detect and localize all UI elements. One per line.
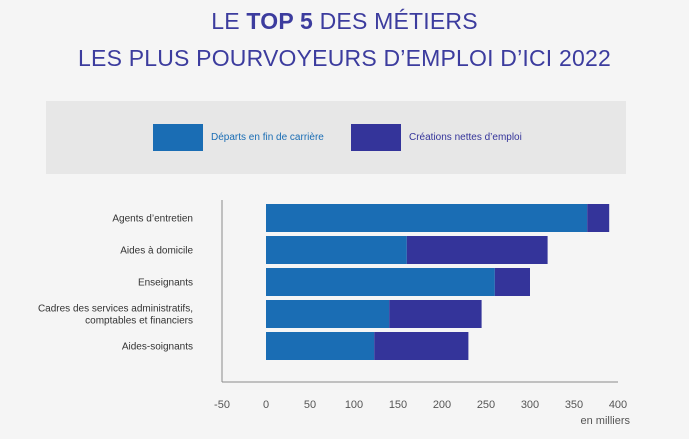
bar-departs-0 bbox=[266, 204, 588, 232]
x-axis-unit-label: en milliers bbox=[580, 415, 630, 427]
category-label-1: Aides à domicile bbox=[120, 246, 193, 257]
category-label-4: Aides-soignants bbox=[122, 342, 193, 353]
legend-label-creations: Créations nettes d’emploi bbox=[409, 132, 522, 143]
title-bold: TOP 5 bbox=[246, 8, 314, 34]
bar-departs-4 bbox=[266, 332, 375, 360]
legend-swatch-creations bbox=[351, 124, 401, 151]
x-tick-label: 350 bbox=[565, 399, 583, 411]
x-tick-label: 250 bbox=[477, 399, 495, 411]
legend-swatch-departs bbox=[153, 124, 203, 151]
legend-label-departs: Départs en fin de carrière bbox=[211, 132, 324, 143]
bar-departs-2 bbox=[266, 268, 495, 296]
title-suffix: DES MÉTIERS bbox=[313, 8, 478, 34]
bar-departs-3 bbox=[266, 300, 390, 328]
category-label-3: Cadres des services administratifs, compt… bbox=[38, 304, 193, 327]
bar-creations-4 bbox=[374, 332, 469, 360]
bar-creations-3 bbox=[389, 300, 482, 328]
bar-creations-1 bbox=[406, 236, 548, 264]
chart-title-line1: LE TOP 5 DES MÉTIERS bbox=[0, 8, 689, 35]
x-tick-label: 150 bbox=[389, 399, 407, 411]
title-prefix: LE bbox=[211, 8, 247, 34]
x-tick-label: 0 bbox=[263, 399, 269, 411]
bar-creations-0 bbox=[587, 204, 610, 232]
legend: Départs en fin de carrière Créations net… bbox=[46, 101, 626, 174]
x-tick-label: 50 bbox=[304, 399, 316, 411]
x-tick-label: 400 bbox=[609, 399, 627, 411]
category-label-2: Enseignants bbox=[138, 278, 193, 289]
bar-departs-1 bbox=[266, 236, 407, 264]
chart-title-line2: LES PLUS POURVOYEURS D’EMPLOI D’ICI 2022 bbox=[78, 45, 611, 71]
x-tick-label: 300 bbox=[521, 399, 539, 411]
category-label-0: Agents d’entretien bbox=[112, 214, 193, 225]
x-tick-label: 200 bbox=[433, 399, 451, 411]
bar-creations-2 bbox=[494, 268, 530, 296]
x-tick-label: -50 bbox=[214, 399, 230, 411]
x-tick-label: 100 bbox=[345, 399, 363, 411]
